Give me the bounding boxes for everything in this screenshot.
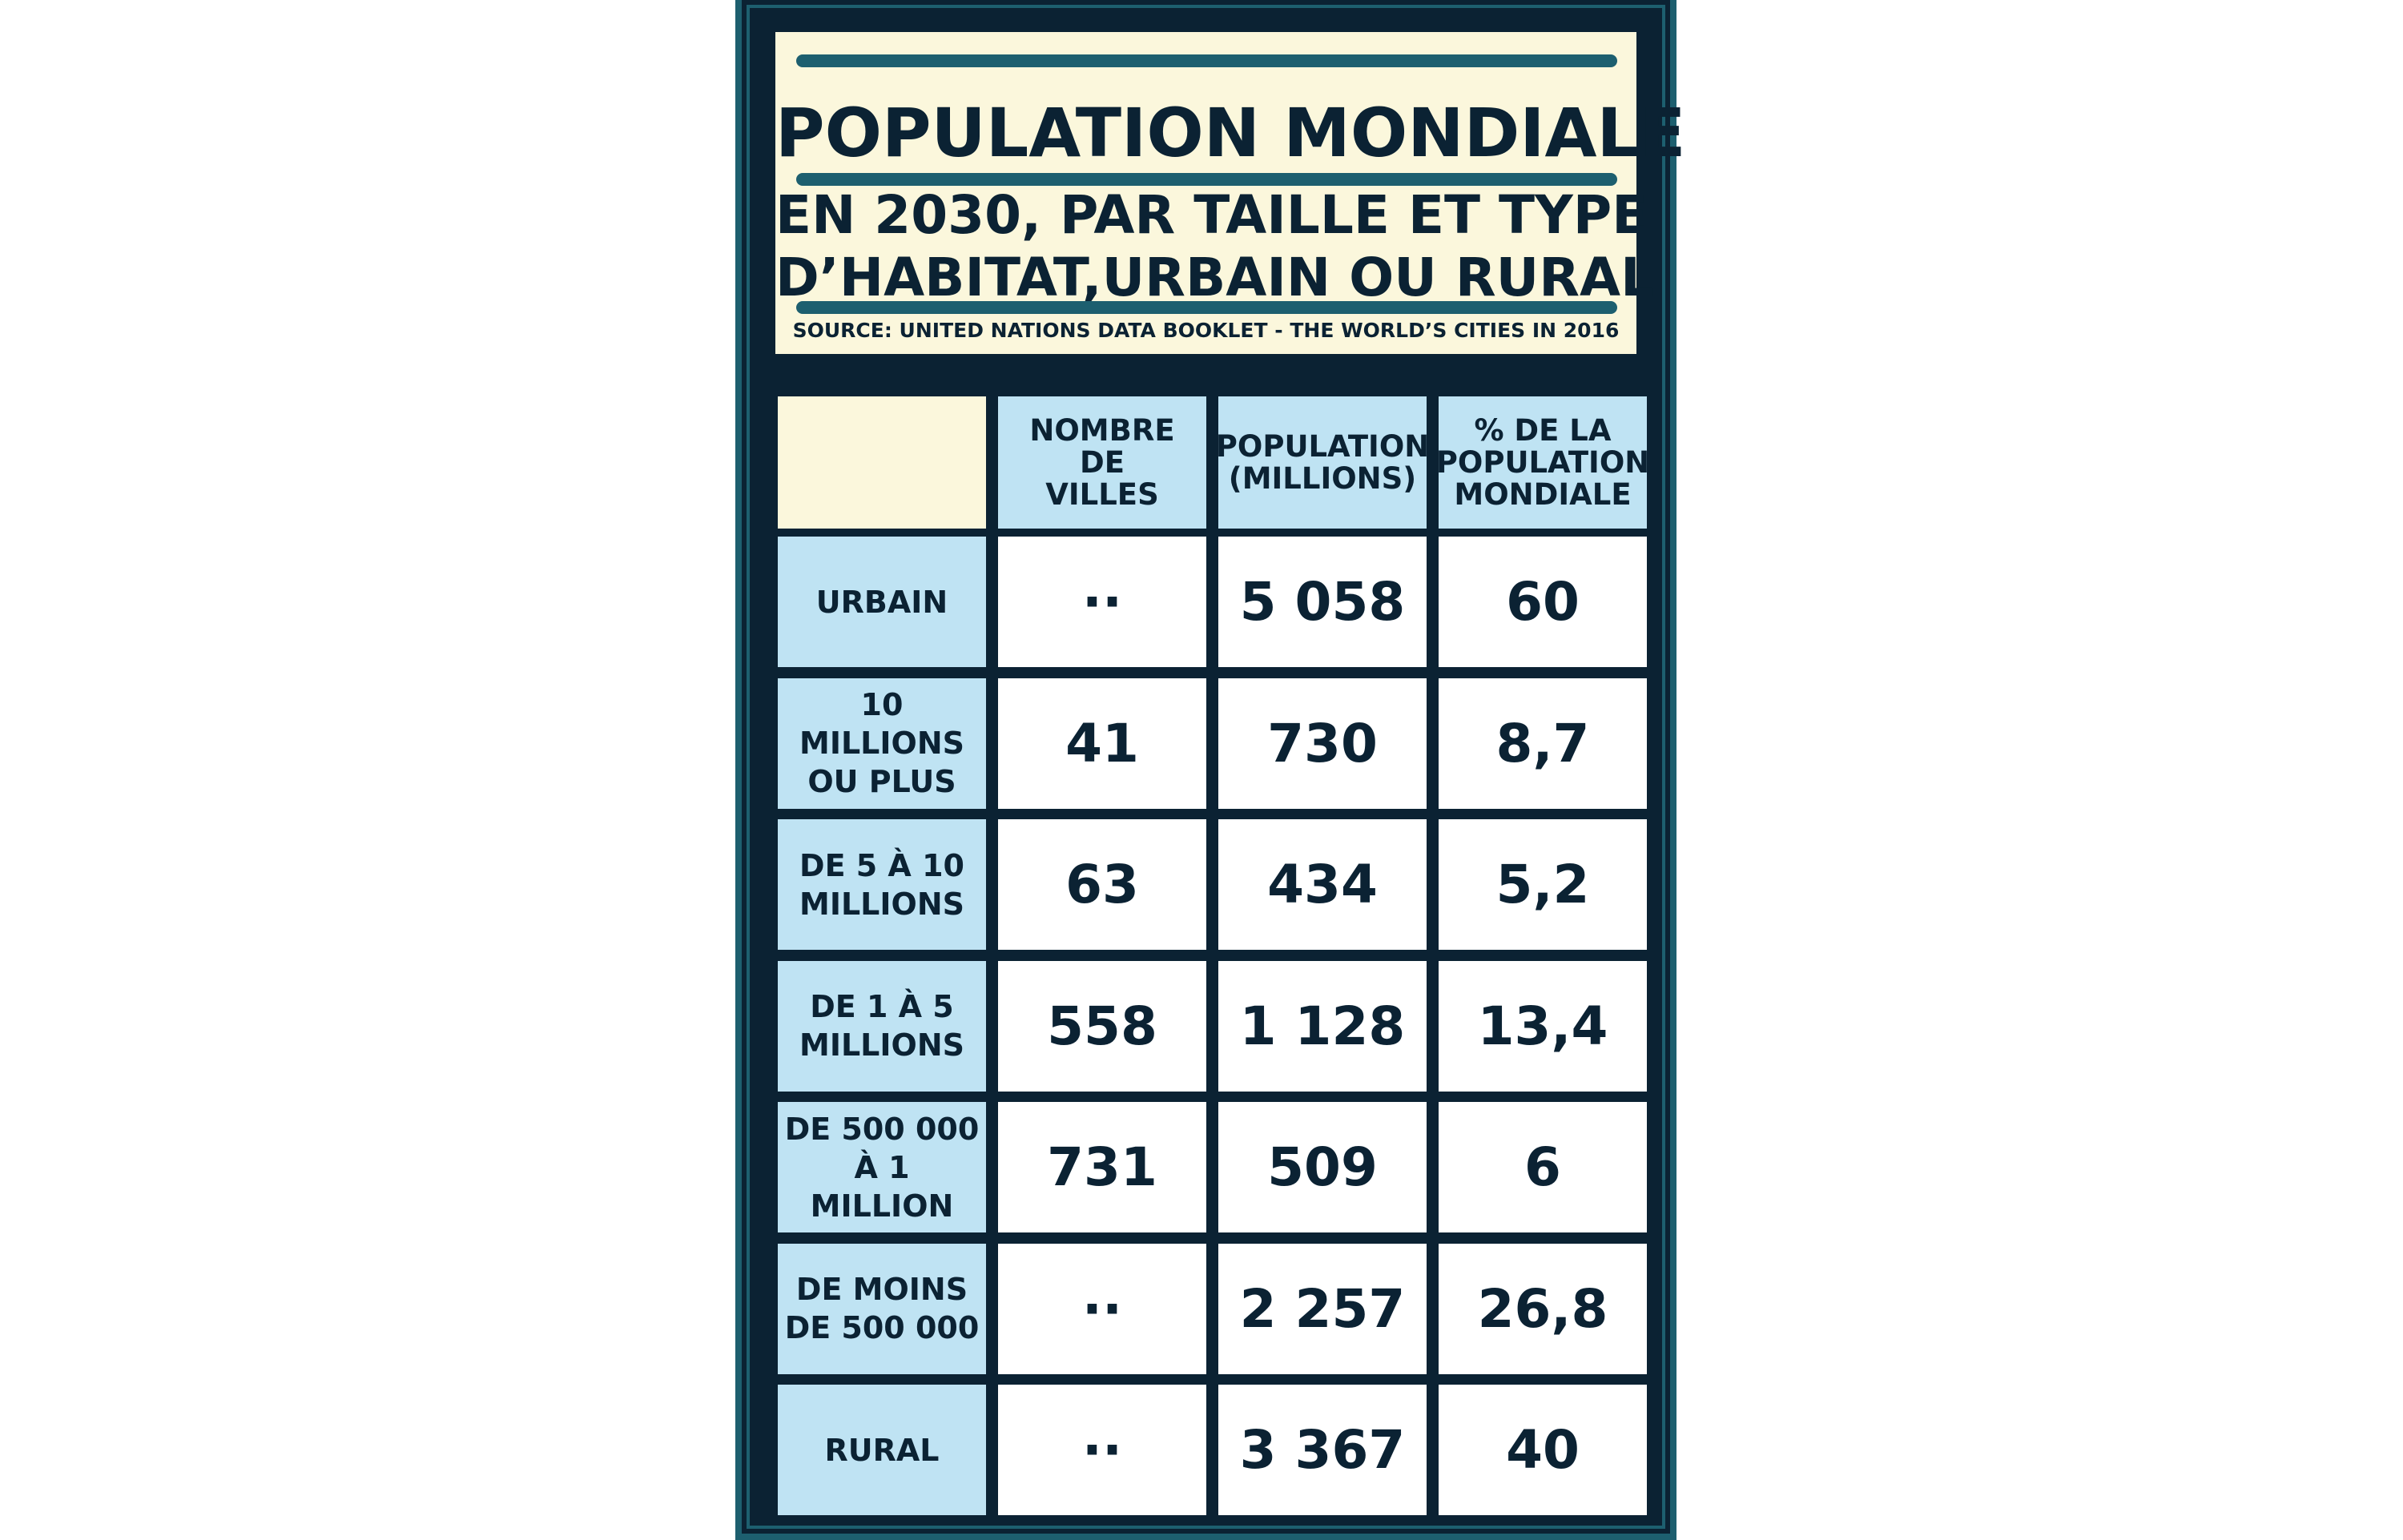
chart-title: POPULATION MONDIALE (775, 94, 1686, 172)
row-label-2: 10 MILLIONS OU PLUS (778, 678, 986, 809)
table-cell-r1-c3: 60 (1439, 537, 1647, 667)
bottom-rule (796, 301, 1617, 314)
row-label-4: DE 1 À 5 MILLIONS (778, 960, 986, 1092)
row-label-7: RURAL (778, 1385, 986, 1515)
table-cell-r6-c3: 26,8 (1439, 1243, 1647, 1374)
table-cell-r7-c1: ·· (998, 1385, 1206, 1515)
title-panel: POPULATION MONDIALE EN 2030, PAR TAILLE … (772, 29, 1686, 357)
column-header-3: % DE LA POPULATION MONDIALE (1436, 396, 1649, 529)
table-cell-r1-c2: 5 058 (1218, 537, 1427, 667)
column-header-1: NOMBRE DE VILLES (998, 396, 1206, 529)
table-cell-r2-c3: 8,7 (1439, 678, 1647, 809)
table-cell-r3-c1: 63 (998, 819, 1206, 950)
table-cell-r4-c2: 1 128 (1218, 960, 1427, 1092)
table-cell-r6-c1: ·· (998, 1243, 1206, 1374)
table-cell-r4-c3: 13,4 (1439, 960, 1647, 1092)
table-cell-r3-c2: 434 (1218, 819, 1427, 950)
table-cell-r5-c1: 731 (998, 1102, 1206, 1232)
table-cell-r1-c1: ·· (998, 537, 1206, 667)
table-cell-r6-c2: 2 257 (1218, 1243, 1427, 1374)
table-cell-r7-c3: 40 (1439, 1385, 1647, 1515)
table-cell-r2-c2: 730 (1218, 678, 1427, 809)
infographic-poster: POPULATION MONDIALE EN 2030, PAR TAILLE … (735, 0, 1686, 1540)
column-header-2: POPULATION (MILLIONS) (1216, 396, 1429, 529)
row-label-3: DE 5 À 10 MILLIONS (778, 819, 986, 950)
row-label-1: URBAIN (778, 537, 986, 667)
table-cell-r3-c3: 5,2 (1439, 819, 1647, 950)
table-cell-r4-c1: 558 (998, 960, 1206, 1092)
row-label-6: DE MOINS DE 500 000 (778, 1243, 986, 1374)
source-note: SOURCE: UNITED NATIONS DATA BOOKLET - TH… (792, 319, 1620, 342)
chart-subtitle: EN 2030, PAR TAILLE ET TYPE D’HABITAT,UR… (775, 184, 1655, 309)
table-cell-r5-c2: 509 (1218, 1102, 1427, 1232)
table-cell-r7-c2: 3 367 (1218, 1385, 1427, 1515)
table-cell-r2-c1: 41 (998, 678, 1206, 809)
table-corner-cell (778, 396, 986, 529)
row-label-5: DE 500 000 À 1 MILLION (778, 1102, 986, 1232)
subtitle-line-1: EN 2030, PAR TAILLE ET TYPE (775, 184, 1648, 246)
middle-rule (796, 173, 1617, 186)
subtitle-line-2: D’HABITAT,URBAIN OU RURAL (775, 247, 1655, 308)
top-rule (796, 54, 1617, 67)
table-cell-r5-c3: 6 (1439, 1102, 1647, 1232)
